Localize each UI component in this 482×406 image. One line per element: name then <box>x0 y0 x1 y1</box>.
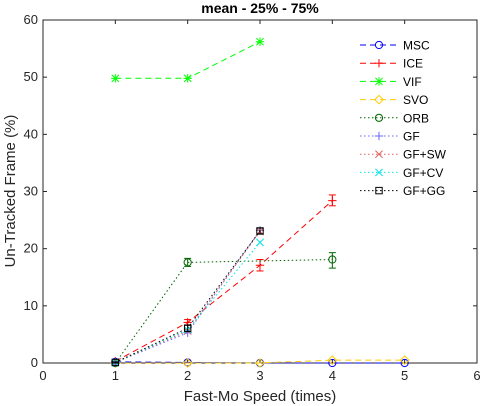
data-point-msc <box>400 358 409 368</box>
data-point-vif <box>255 37 265 46</box>
data-point-ice <box>328 196 337 205</box>
legend-marker <box>375 150 383 159</box>
legend-marker <box>374 94 384 105</box>
data-point-gf-gg <box>256 227 264 235</box>
x-tick-label: 3 <box>256 368 263 383</box>
series-line-gf-sw <box>115 231 261 363</box>
legend-entry-gf-sw: GF+SW <box>360 148 447 162</box>
series-line-orb <box>114 259 333 364</box>
legend-marker <box>374 77 384 86</box>
data-point-svo <box>327 355 338 366</box>
x-tick-label: 6 <box>473 368 480 383</box>
data-point-gf-gg <box>183 324 192 332</box>
x-tick-label: 5 <box>401 368 408 383</box>
legend: MSC ICE VIF SVO ORB GF GF+SW GF+CV GF+GG <box>360 39 447 198</box>
error-bar-orb <box>328 252 336 269</box>
chart-title: mean - 25% - 75% <box>201 0 319 16</box>
series-line-ice <box>115 200 333 362</box>
legend-entry-gf: GF <box>360 130 420 144</box>
y-tick-label: 20 <box>24 241 38 256</box>
data-point-svo <box>182 358 193 368</box>
legend-label: GF <box>403 130 420 144</box>
x-tick-label: 1 <box>112 368 119 383</box>
legend-marker <box>374 113 384 122</box>
legend-label: GF+CV <box>403 166 443 180</box>
y-tick-label: 10 <box>24 298 38 313</box>
legend-entry-gf-gg: GF+GG <box>360 184 445 198</box>
legend-label: ICE <box>403 57 423 71</box>
data-point-ice <box>255 261 265 270</box>
legend-marker <box>374 40 384 50</box>
x-tick-label: 2 <box>184 368 191 383</box>
y-axis-label: Un-Tracked Frame (%) <box>2 115 19 268</box>
data-point-gf-cv <box>256 238 264 247</box>
legend-marker <box>375 168 383 177</box>
data-point-svo <box>399 355 410 366</box>
y-tick-label: 50 <box>24 69 38 84</box>
error-bar-gf-gg <box>111 361 119 364</box>
legend-entry-msc: MSC <box>360 39 430 53</box>
legend-label: SVO <box>403 93 428 107</box>
legend-entry-ice: ICE <box>360 57 423 71</box>
legend-entry-gf-cv: GF+CV <box>360 166 443 180</box>
data-point-orb <box>328 255 337 264</box>
legend-marker <box>375 186 383 195</box>
legend-label: GF+GG <box>403 184 445 198</box>
legend-entry-orb: ORB <box>360 111 429 125</box>
legend-label: MSC <box>403 39 430 53</box>
legend-marker <box>374 131 384 141</box>
x-axis-label: Fast-Mo Speed (times) <box>184 388 337 405</box>
data-point-vif <box>183 74 192 83</box>
data-point-msc <box>328 358 337 368</box>
legend-label: ORB <box>403 111 429 125</box>
data-point-gf-gg <box>111 358 120 367</box>
data-point-vif <box>111 74 120 83</box>
y-tick-label: 40 <box>24 126 38 141</box>
legend-entry-vif: VIF <box>360 75 422 89</box>
y-tick-label: 60 <box>24 12 38 27</box>
legend-marker <box>374 59 384 68</box>
x-tick-label: 0 <box>39 368 46 383</box>
y-tick-label: 30 <box>24 184 38 199</box>
data-point-svo <box>255 358 265 368</box>
y-tick-label: 0 <box>31 355 38 370</box>
series-line-svo <box>115 359 405 364</box>
data-point-orb <box>183 258 192 267</box>
legend-entry-svo: SVO <box>360 93 428 107</box>
legend-label: VIF <box>403 75 422 89</box>
legend-label: GF+SW <box>403 148 447 162</box>
x-tick-label: 4 <box>329 368 336 383</box>
